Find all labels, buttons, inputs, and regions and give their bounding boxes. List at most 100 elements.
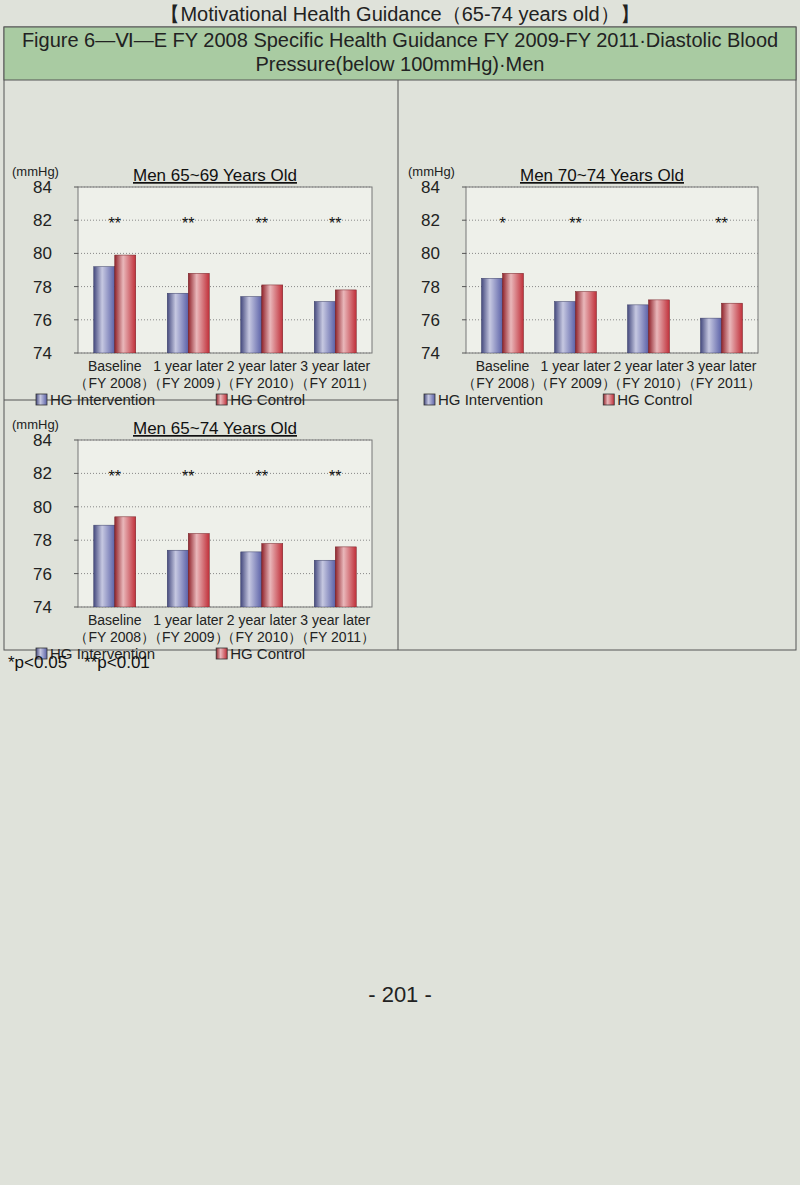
- bar: [576, 292, 597, 353]
- tick-label: 78: [421, 278, 440, 297]
- category-label-line: 1 year later: [153, 358, 223, 374]
- bars: [94, 517, 357, 607]
- category-label-line: （FY 2010）: [221, 375, 302, 391]
- tick-mark: [462, 253, 466, 254]
- tick-label: 78: [33, 531, 52, 550]
- category-label-line: （FY 2009）: [148, 629, 229, 645]
- tick-label: 74: [421, 344, 440, 363]
- tick-label: 84: [421, 178, 440, 197]
- category-label-line: 3 year later: [300, 612, 370, 628]
- tick-mark: [74, 607, 78, 608]
- axis-label: (mmHg): [12, 164, 59, 179]
- tick-mark: [462, 286, 466, 287]
- tick-mark: [74, 353, 78, 354]
- category-label-line: 3 year later: [686, 358, 756, 374]
- tick-label: 82: [33, 211, 52, 230]
- bars: [482, 273, 743, 353]
- category-label-line: 2 year later: [227, 612, 297, 628]
- figure-title-line: Figure 6—Ⅵ—E FY 2008 Specific Health Gui…: [22, 29, 778, 51]
- bar: [188, 534, 209, 607]
- bars: [94, 255, 357, 353]
- tick-mark: [74, 440, 78, 441]
- bar: [335, 290, 356, 353]
- tick-label: 78: [33, 278, 52, 297]
- significance: **: [256, 468, 268, 485]
- tick-label: 84: [33, 431, 52, 450]
- category-label-line: （FY 2010）: [608, 375, 689, 391]
- bar: [115, 517, 136, 607]
- bar: [115, 255, 136, 353]
- bar: [722, 303, 743, 353]
- title-band: [4, 27, 796, 80]
- bar: [314, 302, 335, 353]
- legend-swatch: [36, 394, 47, 405]
- grid-line: [78, 506, 372, 507]
- category-label-line: Baseline: [88, 612, 142, 628]
- category-label-line: （FY 2011）: [682, 375, 762, 391]
- tick-label: 76: [421, 311, 440, 330]
- plot-frame: [78, 440, 372, 607]
- category-label: 1 year later（FY 2009）: [148, 612, 229, 645]
- tick-label: 76: [33, 311, 52, 330]
- category-label-line: （FY 2011）: [295, 629, 375, 645]
- figure-title: Figure 6—Ⅵ—E FY 2008 Specific Health Gui…: [22, 29, 778, 75]
- chart: (mmHg)Men 65~74 Years Old747678808284**B…: [12, 417, 375, 662]
- category-label: Baseline（FY 2008）: [462, 358, 543, 391]
- tick-mark: [74, 573, 78, 574]
- category-label: 3 year later（FY 2011）: [295, 358, 375, 391]
- grid-line: [78, 440, 372, 441]
- axis-label: (mmHg): [408, 164, 455, 179]
- grid-line: [466, 253, 758, 254]
- legend-label: HG Control: [617, 391, 692, 408]
- bar: [503, 273, 524, 353]
- bar: [628, 305, 649, 353]
- axis-label: (mmHg): [12, 417, 59, 432]
- tick-label: 74: [33, 598, 52, 617]
- bar: [241, 552, 262, 607]
- significance: **: [182, 215, 194, 232]
- bar: [649, 300, 670, 353]
- figure-title-line: Pressure(below 100mmHg)·Men: [256, 53, 545, 75]
- significance: **: [329, 468, 341, 485]
- tick-label: 82: [421, 211, 440, 230]
- grid-line: [78, 187, 372, 188]
- tick-label: 80: [421, 244, 440, 263]
- grid-line: [78, 473, 372, 474]
- tick-label: 74: [33, 344, 52, 363]
- tick-mark: [462, 187, 466, 188]
- tick-mark: [74, 253, 78, 254]
- header: 【Motivational Health Guidance（65-74 year…: [160, 3, 639, 25]
- category-label-line: （FY 2011）: [295, 375, 375, 391]
- category-label: 2 year later（FY 2010）: [221, 612, 302, 645]
- tick-mark: [74, 187, 78, 188]
- category-label-line: 2 year later: [613, 358, 683, 374]
- legend-swatch: [424, 394, 435, 405]
- chart-title: Men 65~69 Years Old: [133, 166, 297, 185]
- legend-swatch: [216, 648, 227, 659]
- significance: **: [182, 468, 194, 485]
- tick-label: 76: [33, 565, 52, 584]
- legend-label: HG Intervention: [438, 391, 543, 408]
- category-label-line: Baseline: [476, 358, 530, 374]
- tick-mark: [462, 319, 466, 320]
- chart-title: Men 70~74 Years Old: [520, 166, 684, 185]
- tick-label: 80: [33, 244, 52, 263]
- tick-mark: [74, 220, 78, 221]
- page: 【Motivational Health Guidance（65-74 year…: [0, 0, 800, 1185]
- grid-line: [466, 220, 758, 221]
- category-label-line: （FY 2010）: [221, 629, 302, 645]
- significance: **: [109, 215, 121, 232]
- footnote: *p<0.05 **p<0.01: [8, 653, 150, 672]
- category-label: 3 year later（FY 2011）: [682, 358, 762, 391]
- category-label: Baseline（FY 2008）: [74, 358, 155, 391]
- category-label: 1 year later（FY 2009）: [148, 358, 229, 391]
- bar: [335, 547, 356, 607]
- bar: [167, 293, 188, 353]
- category-label-line: 3 year later: [300, 358, 370, 374]
- bar: [167, 550, 188, 607]
- bar: [314, 560, 335, 607]
- grid-line: [466, 187, 758, 188]
- significance: *: [499, 215, 505, 232]
- tick-mark: [462, 220, 466, 221]
- category-label: 2 year later（FY 2010）: [608, 358, 689, 391]
